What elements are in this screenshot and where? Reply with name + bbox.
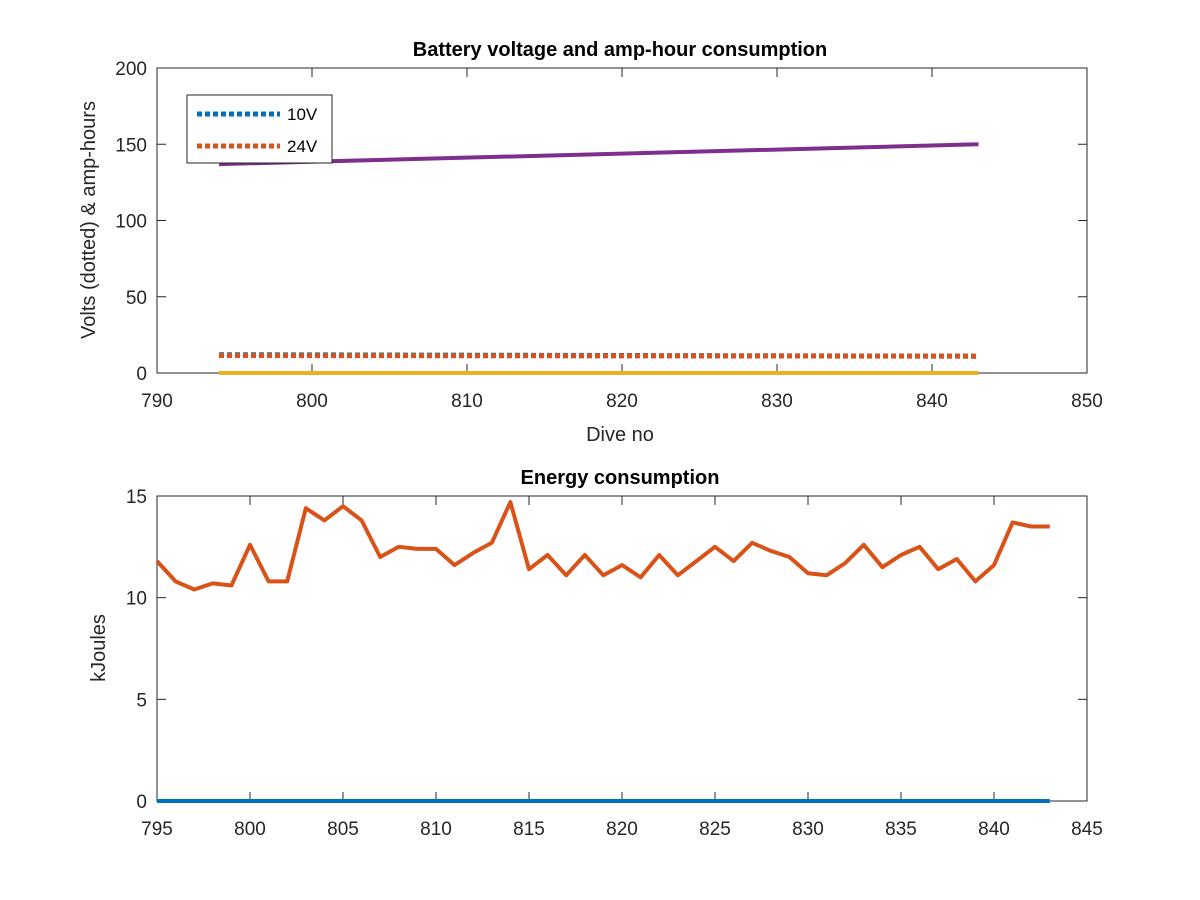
chart-title: Battery voltage and amp-hour consumption [413, 39, 827, 61]
x-tick-label: 840 [916, 391, 948, 412]
tick-group: 795 800 805 810 815 820 825 830 835 840 845 0 5 10 15 [126, 487, 1103, 840]
energy-consumption-subplot: Energy consumption 795 800 805 810 815 820 825… [88, 467, 1103, 840]
chart-title: Energy consumption [521, 467, 720, 489]
x-tick-label: 820 [606, 819, 638, 840]
x-tick-label: 810 [420, 819, 452, 840]
y-tick-label: 0 [136, 792, 147, 813]
x-tick-label: 840 [978, 819, 1010, 840]
x-tick-label: 825 [699, 819, 731, 840]
x-tick-label: 850 [1071, 391, 1103, 412]
legend-label-10v: 10V [287, 105, 318, 124]
x-tick-label: 810 [451, 391, 483, 412]
series-group [155, 500, 1050, 803]
y-axis-label: Volts (dotted) & amp-hours [78, 101, 100, 339]
series-line-series-1 [155, 500, 1050, 592]
x-tick-label: 835 [885, 819, 917, 840]
y-axis-label: kJoules [88, 614, 110, 682]
series-line-series-2 [218, 142, 979, 167]
y-tick-label: 200 [115, 59, 147, 80]
x-tick-label: 830 [792, 819, 824, 840]
y-tick-label: 100 [115, 212, 147, 233]
legend: 10V 24V [186, 94, 333, 164]
y-tick-label: 50 [126, 288, 147, 309]
x-axis-label: Dive no [586, 424, 654, 446]
legend-label-24v: 24V [287, 137, 318, 156]
x-tick-label: 830 [761, 391, 793, 412]
x-tick-label: 790 [141, 391, 173, 412]
y-tick-label: 0 [136, 364, 147, 385]
x-tick-label: 805 [327, 819, 359, 840]
x-tick-label: 815 [513, 819, 545, 840]
y-tick-label: 5 [136, 690, 147, 711]
x-tick-label: 795 [141, 819, 173, 840]
series-group [218, 142, 979, 375]
series-line-24v [218, 353, 979, 359]
y-tick-label: 15 [126, 487, 147, 508]
x-tick-label: 845 [1071, 819, 1103, 840]
battery-voltage-subplot: Battery voltage and amp-hour consumption… [78, 39, 1103, 446]
x-tick-label: 820 [606, 391, 638, 412]
x-tick-label: 800 [234, 819, 266, 840]
y-tick-label: 150 [115, 135, 147, 156]
legend-box [186, 94, 333, 164]
x-tick-label: 800 [296, 391, 328, 412]
y-tick-label: 10 [126, 589, 147, 610]
